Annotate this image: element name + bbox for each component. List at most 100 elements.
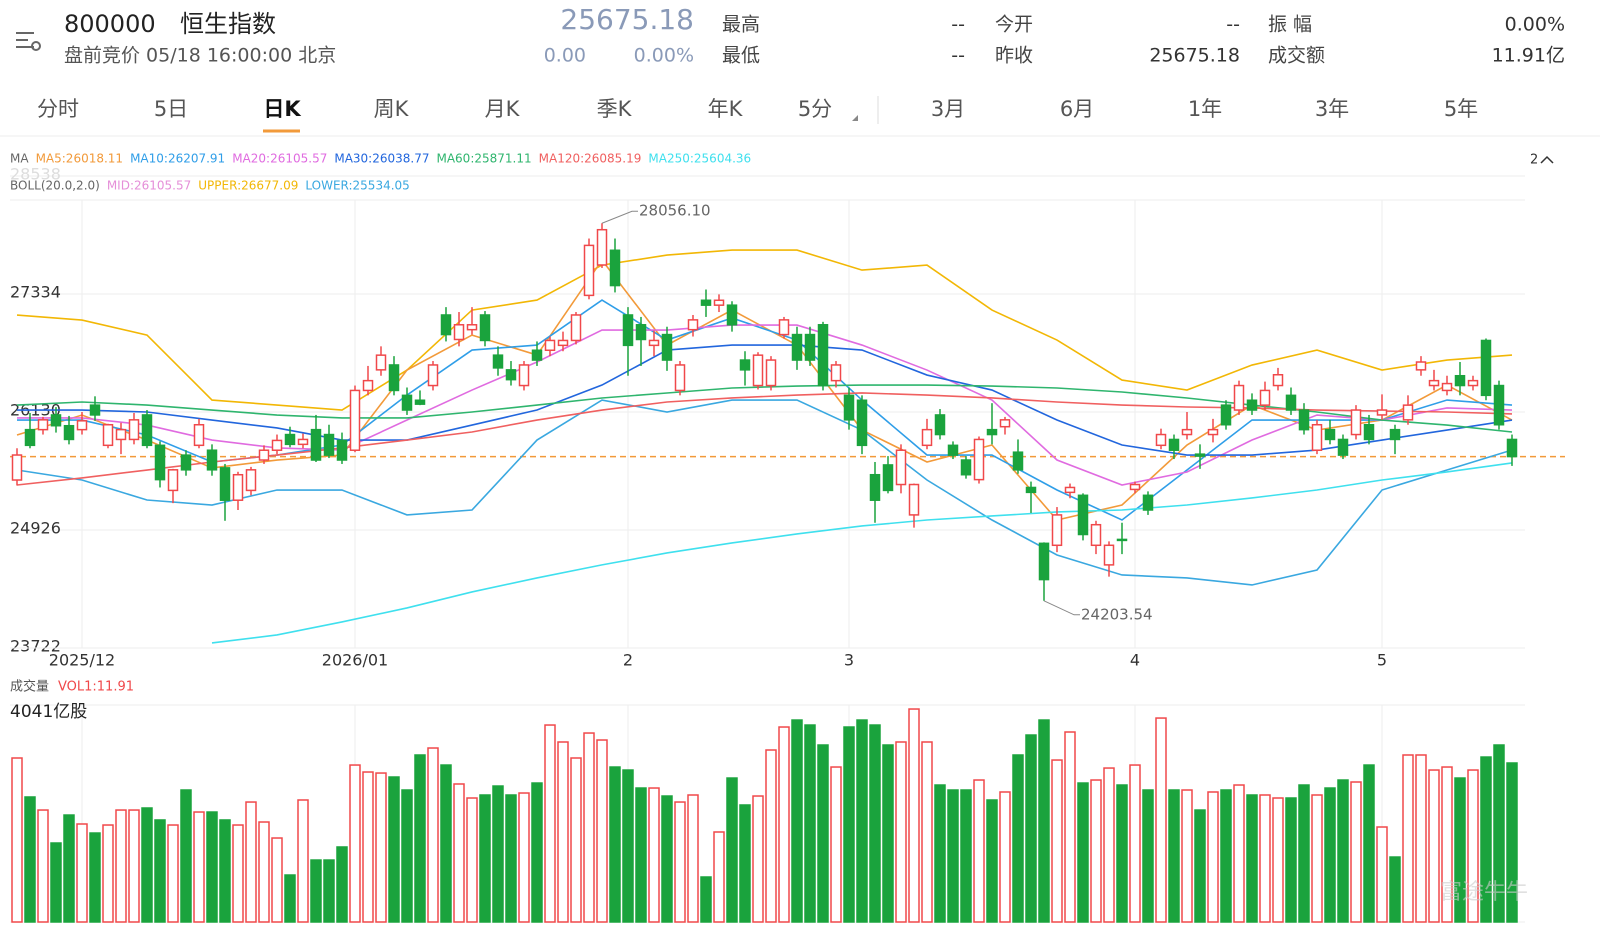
candle-body bbox=[843, 394, 855, 421]
tab[interactable]: 6月 bbox=[1060, 97, 1094, 121]
volume-bar bbox=[1363, 764, 1375, 923]
legend-entry: MA5:26018.11 bbox=[36, 152, 124, 166]
tab[interactable]: 3月 bbox=[931, 97, 965, 121]
volume-bar bbox=[921, 741, 933, 923]
candle-body bbox=[700, 299, 712, 306]
stat-label: 振 幅 bbox=[1268, 14, 1312, 36]
volume-bar bbox=[219, 819, 231, 923]
tab[interactable]: 1年 bbox=[1188, 97, 1222, 121]
candle-body bbox=[50, 414, 62, 427]
candle-body bbox=[336, 439, 348, 461]
volume-bar bbox=[76, 823, 88, 923]
candle-body bbox=[154, 444, 166, 481]
volume-bar bbox=[1402, 754, 1414, 923]
candle-body bbox=[687, 319, 699, 331]
code: 800000 bbox=[64, 10, 156, 38]
volume-bar bbox=[1441, 766, 1453, 923]
change: 0.00 bbox=[544, 45, 586, 67]
volume-bar bbox=[973, 779, 985, 923]
tab[interactable]: 分时 bbox=[37, 97, 79, 121]
volume-bar bbox=[999, 791, 1011, 923]
y-tick-label: 4041亿股 bbox=[10, 702, 87, 722]
tab[interactable]: 年K bbox=[708, 97, 744, 121]
y-tick-label: 27334 bbox=[10, 283, 61, 302]
candle-body bbox=[570, 314, 582, 342]
volume-bar bbox=[544, 724, 556, 923]
stat-value: -- bbox=[951, 14, 965, 36]
candle-body bbox=[921, 428, 933, 447]
candle-body bbox=[1402, 404, 1414, 421]
candle-body bbox=[1415, 361, 1427, 371]
legend-entry: MA250:25604.36 bbox=[648, 152, 751, 166]
volume-bar bbox=[1428, 769, 1440, 923]
volume-bar bbox=[687, 794, 699, 923]
volume-bar bbox=[63, 814, 75, 923]
candle-body bbox=[1389, 428, 1401, 441]
candle-body bbox=[1311, 423, 1323, 451]
volume-bar bbox=[908, 708, 920, 923]
candle-body bbox=[856, 399, 868, 447]
candle-body bbox=[323, 433, 335, 456]
y-tick-label: 24926 bbox=[10, 519, 61, 538]
volume-bar bbox=[89, 832, 101, 923]
tab[interactable]: 日K bbox=[263, 97, 301, 121]
volume-bar bbox=[24, 796, 36, 923]
volume-bar bbox=[323, 859, 335, 923]
candle-body bbox=[1298, 409, 1310, 431]
candle-body bbox=[661, 333, 673, 361]
candle-body bbox=[947, 444, 959, 456]
candle-body bbox=[167, 469, 179, 492]
candle-body bbox=[128, 419, 140, 441]
volume-bar bbox=[11, 757, 23, 923]
candle-body bbox=[1025, 486, 1037, 494]
candle-body bbox=[1506, 438, 1518, 458]
x-tick-label: 3 bbox=[844, 651, 854, 670]
candle-body bbox=[596, 228, 608, 266]
candle-body bbox=[102, 423, 114, 447]
volume-bar bbox=[479, 794, 491, 923]
candle-body bbox=[973, 438, 985, 481]
candle-body bbox=[427, 364, 439, 387]
tab[interactable]: 周K bbox=[374, 97, 410, 121]
volume-bar bbox=[1233, 784, 1245, 923]
stat-label: 最高 bbox=[722, 14, 760, 36]
candle-body bbox=[1454, 374, 1466, 387]
candle-body bbox=[1324, 428, 1336, 441]
candle-body bbox=[986, 428, 998, 436]
candle-body bbox=[778, 319, 790, 336]
tab[interactable]: 月K bbox=[485, 97, 521, 121]
candle-body bbox=[726, 304, 738, 326]
volume-bar bbox=[791, 719, 803, 923]
volume-bar bbox=[960, 789, 972, 923]
legend-entry: BOLL(20.0,2.0) bbox=[10, 179, 100, 193]
legend-toggle[interactable]: 2 bbox=[1530, 153, 1538, 168]
volume-bar bbox=[1454, 777, 1466, 923]
volume-bar bbox=[1090, 779, 1102, 923]
menu-icon[interactable] bbox=[16, 32, 41, 51]
tab[interactable]: 5年 bbox=[1444, 97, 1478, 121]
legend-entry: LOWER:25534.05 bbox=[305, 179, 409, 193]
candle-body bbox=[362, 379, 374, 392]
volume-bar bbox=[674, 801, 686, 923]
candle-body bbox=[557, 339, 569, 347]
tab[interactable]: 3年 bbox=[1315, 97, 1349, 121]
volume-bar bbox=[388, 776, 400, 923]
volume-bar bbox=[1155, 717, 1167, 923]
volume-bar bbox=[102, 824, 114, 923]
volume-bar bbox=[1142, 789, 1154, 923]
candle-body bbox=[284, 433, 296, 446]
candle-body bbox=[89, 404, 101, 416]
tab[interactable]: 5日 bbox=[154, 97, 188, 121]
tab[interactable]: 5分 bbox=[798, 97, 832, 121]
volume-label: VOL1:11.91 bbox=[58, 680, 134, 695]
candle-body bbox=[1441, 382, 1453, 392]
legend-entry: MA120:26085.19 bbox=[539, 152, 642, 166]
change-pct: 0.00% bbox=[634, 45, 694, 67]
candle-body bbox=[1077, 494, 1089, 536]
volume-bar bbox=[869, 724, 881, 923]
candle-body bbox=[1012, 451, 1024, 471]
stat-value: 25675.18 bbox=[1149, 45, 1240, 67]
watermark: 富途牛牛 bbox=[1440, 880, 1528, 905]
tab[interactable]: 季K bbox=[597, 97, 633, 121]
volume-bar bbox=[349, 764, 361, 923]
